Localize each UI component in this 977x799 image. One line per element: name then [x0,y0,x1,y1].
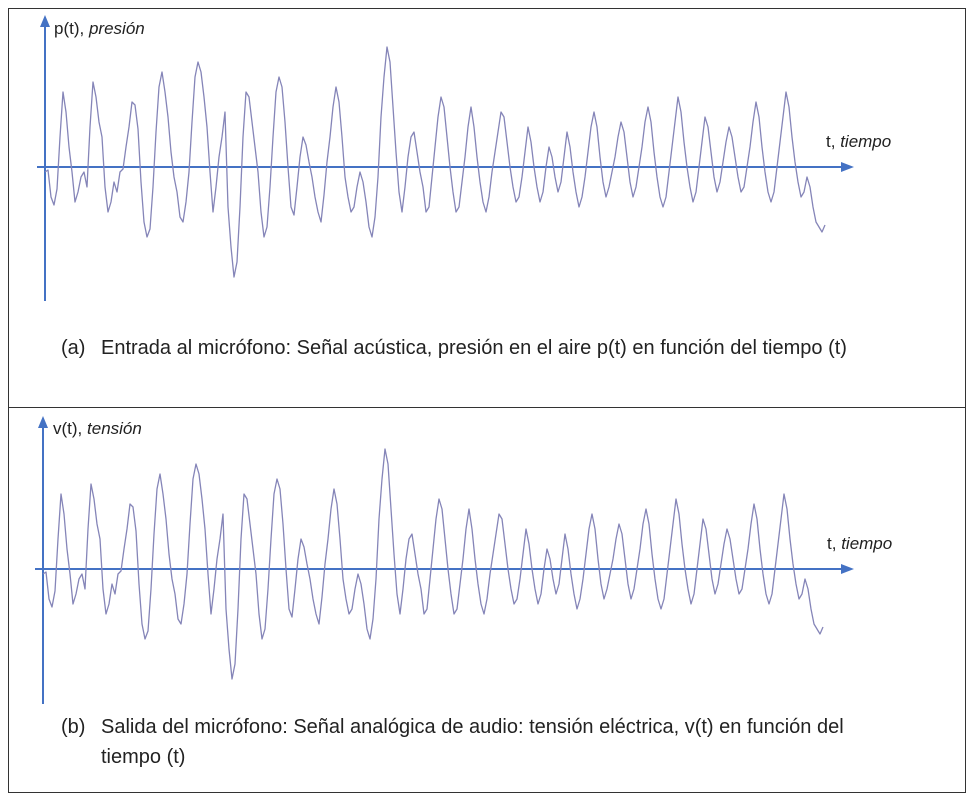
caption-a-letter: (a) [61,337,86,359]
caption-a: (a) Entrada al micrófono: Señal acústica… [61,333,961,365]
caption-b-text-line1: Salida del micrófono: Señal analógica de… [101,716,844,738]
y-axis-label: p(t), presión [54,19,145,39]
caption-a-text: Entrada al micrófono: Señal acústica, pr… [101,337,847,359]
y-axis-label-symbol: p(t), [54,19,85,38]
y-axis-label-name: tensión [87,419,142,438]
pressure-waveform-plot [37,15,854,301]
y-axis-label: v(t), tensión [53,419,142,439]
panel-b: v(t), tensión t, tiempo (b) Salida del m… [8,407,966,793]
y-axis-arrow-icon [40,15,50,27]
caption-b-text-line2: tiempo (t) [101,746,186,768]
x-axis-label-name: tiempo [840,132,892,151]
pressure-signal-line [44,46,826,278]
x-axis-arrow-icon [841,564,854,574]
caption-b: (b) Salida del micrófono: Señal analógic… [61,712,961,776]
voltage-waveform-plot [35,416,854,704]
panel-a: p(t), presión t, tiempo (a) Entrada al m… [8,8,966,408]
x-axis-label-symbol: t, [827,534,837,553]
x-axis-label: t, tiempo [826,132,891,152]
y-axis-label-name: presión [88,19,145,38]
y-axis-label-symbol: v(t), [53,419,83,438]
x-axis-label: t, tiempo [827,534,892,554]
x-axis-label-name: tiempo [841,534,893,553]
y-axis-arrow-icon [38,416,48,428]
x-axis-label-symbol: t, [826,132,836,151]
caption-b-letter: (b) [61,716,86,738]
voltage-signal-line [42,448,824,680]
x-axis-arrow-icon [841,162,854,172]
